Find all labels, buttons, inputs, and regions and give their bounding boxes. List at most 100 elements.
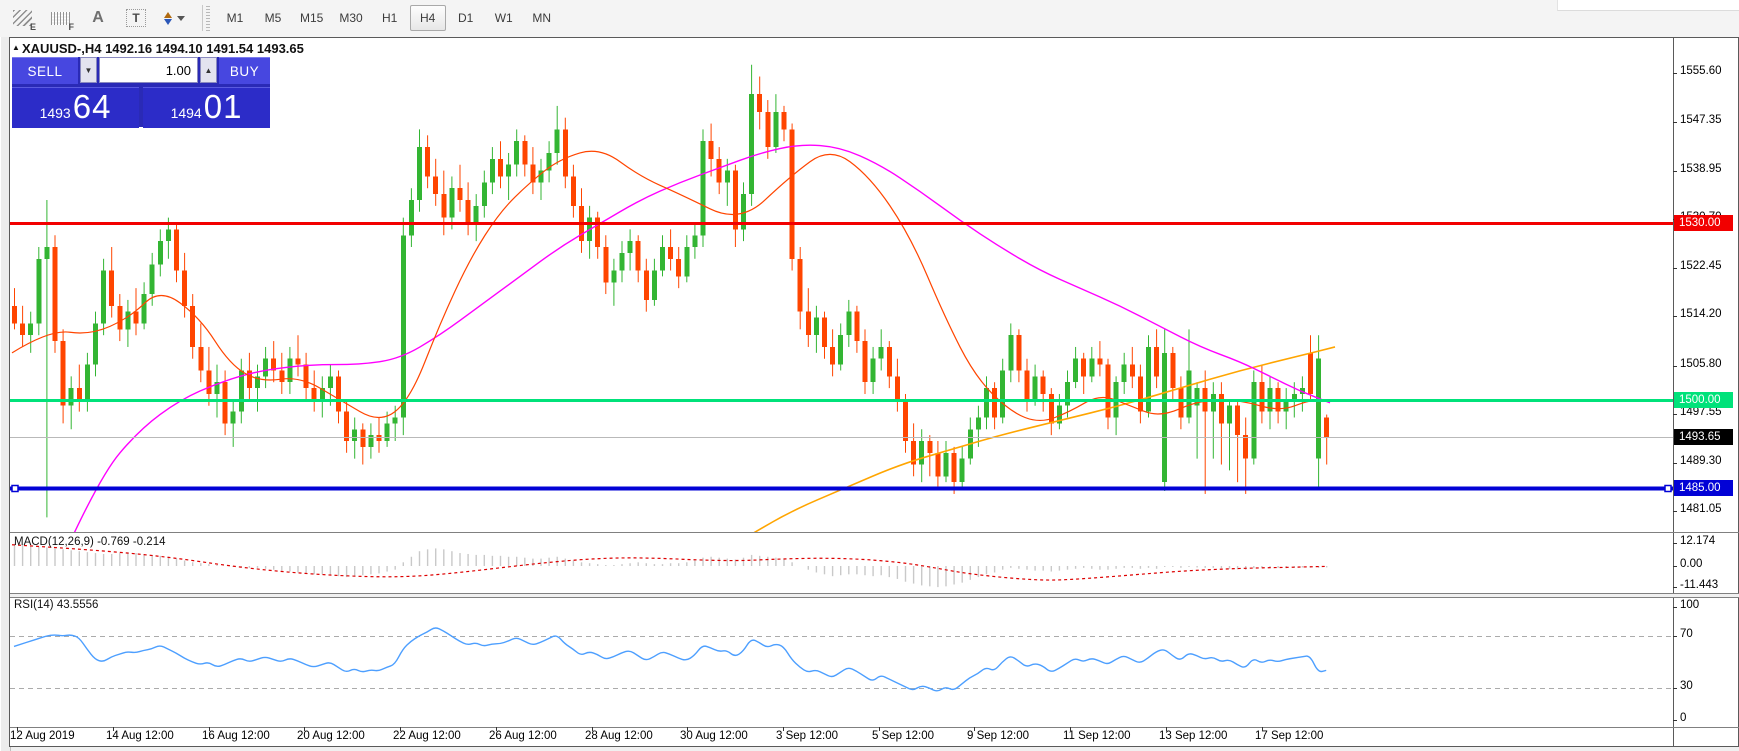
toolbar-separator [202,5,203,31]
candle-body [903,399,908,442]
macd-tick-label: 0.00 [1680,558,1703,570]
textbox-tool-button[interactable]: T [120,3,152,33]
date-tick-mark [400,727,401,731]
volume-increase-button[interactable]: ▲ [200,57,217,83]
price-chart-panel[interactable] [10,38,1673,532]
chart-top-border [9,37,1739,38]
candle-body [822,317,827,347]
axis-tick-mark [1673,73,1677,74]
price-tick-label: 1514.20 [1680,308,1722,320]
candle-body [20,323,26,336]
candle-body [174,229,179,271]
fibonacci-tool-button[interactable]: F [44,3,76,33]
timeframe-h1-button[interactable]: H1 [382,11,398,25]
chevron-down-icon [176,15,185,21]
rsi-panel[interactable] [10,596,1673,727]
date-axis [10,727,1673,746]
candle-body [943,452,949,477]
chart-left-border [9,37,10,747]
candle-body [295,358,301,365]
rsi-canvas[interactable] [10,596,1673,727]
candle-body [311,388,317,400]
candle-body [1146,346,1151,412]
candle-body [157,241,163,265]
panel-separator[interactable] [10,532,1739,533]
axis-tick-mark [1673,543,1677,544]
buy-price-small: 1494 [170,105,202,121]
candle-body [1154,346,1160,377]
candle-body [263,358,269,377]
hatch-icon [12,10,32,26]
support-line-1485-price-label: 1485.00 [1674,480,1733,496]
panel-separator[interactable] [10,593,1739,598]
candle-body [830,346,836,365]
sell-price-tile[interactable]: 1493 64 [12,87,139,128]
candle-body [1235,405,1241,436]
timeframe-w1-button[interactable]: W1 [494,11,513,25]
timeframe-h4-button[interactable]: H4 [409,5,446,31]
candle-body [271,358,277,371]
candle-body [878,346,884,359]
buy-button[interactable]: BUY [219,57,270,84]
date-label: 26 Aug 12:00 [489,730,557,742]
candle-body [684,247,690,277]
volume-input[interactable] [99,57,198,83]
collapse-arrow-icon[interactable]: ▲ [12,43,20,52]
candle-body [246,370,252,389]
candle-body [465,199,471,224]
text-tool-button[interactable]: A [82,3,114,33]
timeframe-d1-button[interactable]: D1 [458,11,474,25]
sell-button[interactable]: SELL [12,57,78,84]
timeframe-m1-button[interactable]: M1 [226,11,244,25]
candle-body [635,241,641,271]
candle-body [951,452,957,483]
axis-tick-mark [1673,688,1677,689]
pattern-tool-button[interactable]: E [6,3,38,33]
price-tick-label: 1497.55 [1680,406,1722,418]
candle-body [392,417,398,424]
candle-body [741,194,746,230]
candle-body [287,358,293,383]
candle-body [52,247,58,342]
candle-body [894,376,900,400]
sell-price-big: 64 [72,88,112,125]
date-label: 13 Sep 12:00 [1159,730,1228,742]
volume-decrease-button[interactable]: ▼ [80,57,97,83]
price-scale-border [1673,38,1674,746]
candle-body [838,335,844,365]
candle-body [1073,358,1079,383]
axis-tick-mark [1673,607,1677,608]
timeframe-m5-button[interactable]: M5 [264,11,282,25]
candle-body [538,170,544,183]
buy-price-tile[interactable]: 1494 01 [143,87,270,128]
timeframe-m15-button[interactable]: M15 [300,11,324,25]
timeframe-m30-button[interactable]: M30 [339,11,363,25]
candle-body [481,182,487,206]
candle-body [676,258,682,277]
rsi-tick-label: 0 [1680,712,1687,724]
candle-body [797,258,803,312]
candle-body [255,376,260,389]
candle-body [449,188,455,218]
candle-body [1316,358,1322,459]
arrows-tool-button[interactable] [158,3,190,33]
date-tick-mark [209,727,210,731]
price-chart-canvas[interactable] [10,38,1673,532]
toolbar-grip-handle[interactable] [206,5,210,31]
candle-body [473,205,479,224]
candle-body [1251,382,1257,459]
date-label: 28 Aug 12:00 [585,730,653,742]
candle-body [1218,393,1224,424]
support-line-1500-price-label: 1500.00 [1674,392,1733,408]
macd-panel[interactable] [10,533,1673,593]
date-tick-mark [1166,727,1167,731]
macd-canvas[interactable] [10,533,1673,593]
date-axis-labels: 12 Aug 2019 14 Aug 12:00 16 Aug 12:00 20 Au… [10,727,1673,747]
candle-body [60,341,66,406]
candle-body [84,364,90,400]
timeframe-mn-button[interactable]: MN [532,11,552,25]
candle-body [457,188,463,200]
date-tick-mark [783,727,784,731]
candle-body [546,152,552,171]
candle-body [660,247,665,271]
